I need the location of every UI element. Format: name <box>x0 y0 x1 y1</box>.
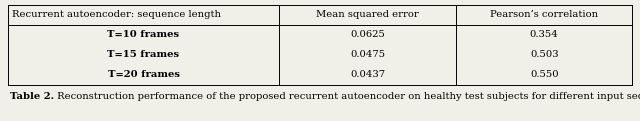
Text: 0.550: 0.550 <box>530 70 559 79</box>
Text: Recurrent autoencoder: sequence length: Recurrent autoencoder: sequence length <box>12 10 221 19</box>
Text: Pearson’s correlation: Pearson’s correlation <box>490 10 598 19</box>
Text: Reconstruction performance of the proposed recurrent autoencoder on healthy test: Reconstruction performance of the propos… <box>54 92 640 101</box>
Text: 0.503: 0.503 <box>530 50 559 59</box>
Text: T=20 frames: T=20 frames <box>108 70 180 79</box>
Text: T=10 frames: T=10 frames <box>108 30 180 39</box>
Text: 0.0475: 0.0475 <box>350 50 385 59</box>
Text: 0.0437: 0.0437 <box>350 70 385 79</box>
Text: Table 2.: Table 2. <box>10 92 54 101</box>
Text: Mean squared error: Mean squared error <box>316 10 419 19</box>
Text: 0.0625: 0.0625 <box>350 30 385 39</box>
Text: 0.354: 0.354 <box>530 30 559 39</box>
Text: T=15 frames: T=15 frames <box>108 50 180 59</box>
